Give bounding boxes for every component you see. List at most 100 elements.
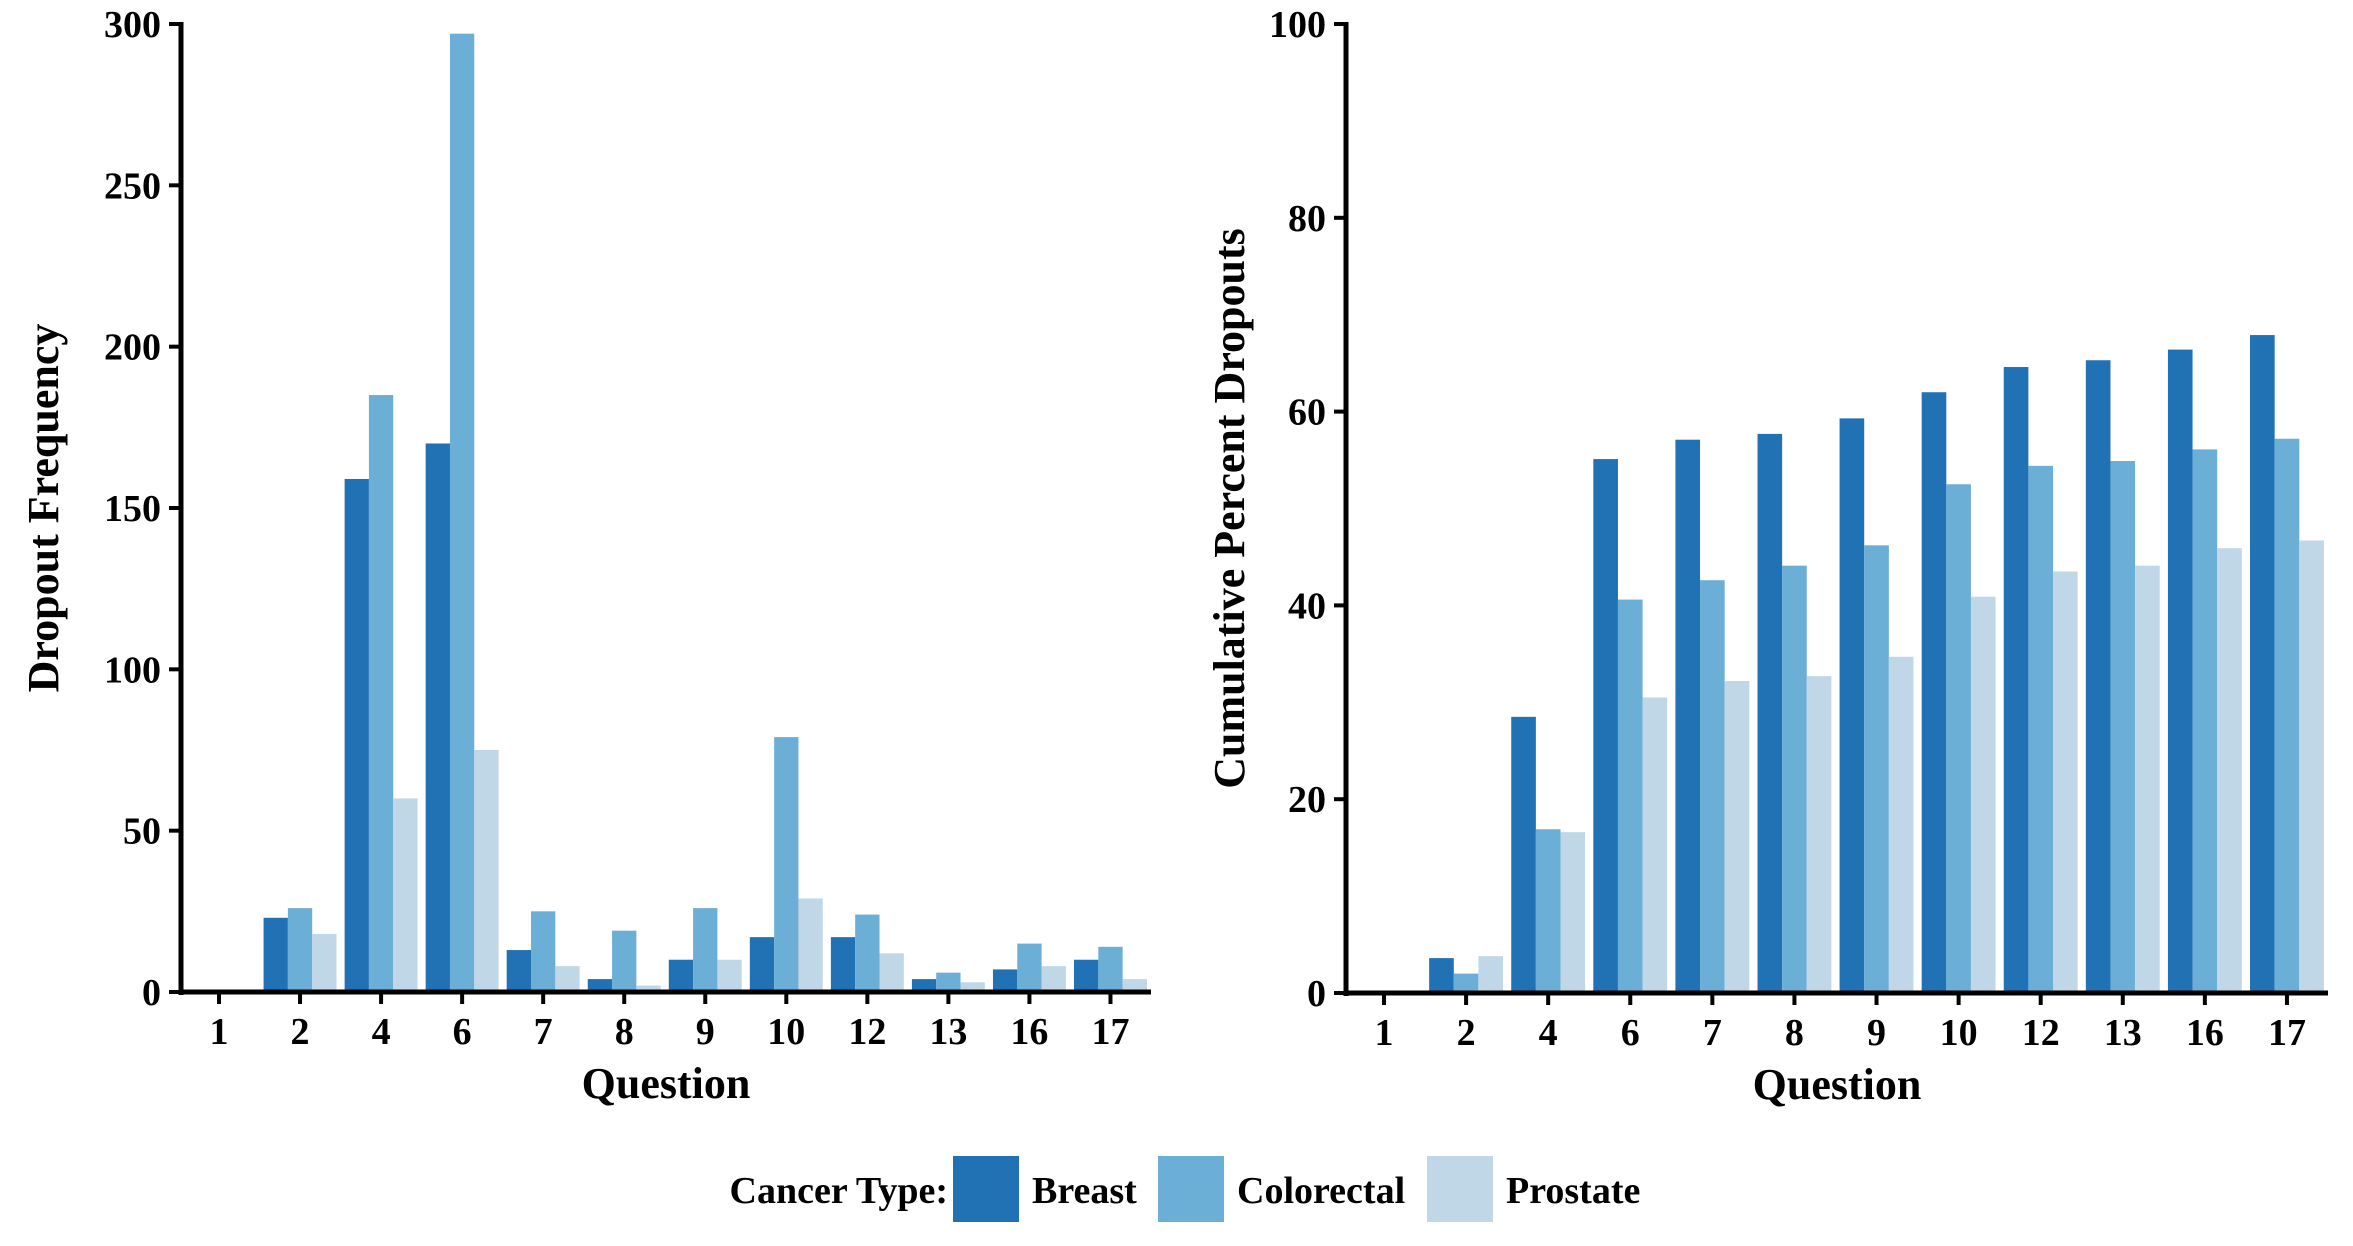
bar-breast-q12 xyxy=(830,937,856,992)
bar-colorectal-q4 xyxy=(1535,829,1561,993)
legend-swatch-breast xyxy=(953,1156,1019,1222)
legend-swatch-colorectal xyxy=(1158,1156,1224,1222)
bar-colorectal-q2 xyxy=(1453,973,1479,993)
bar-breast-q13 xyxy=(2085,360,2111,993)
bar-prostate-q9 xyxy=(717,959,742,992)
bar-prostate-q8 xyxy=(636,985,661,992)
y-tick-label: 40 xyxy=(1288,585,1326,627)
x-tick-label: 6 xyxy=(1621,1012,1640,1054)
legend-label-colorectal: Colorectal xyxy=(1237,1170,1405,1212)
bar-colorectal-q4 xyxy=(368,395,394,992)
y-axis-title: Dropout Frequency xyxy=(19,324,68,693)
bar-colorectal-q7 xyxy=(1700,580,1725,993)
bar-colorectal-q8 xyxy=(612,930,637,992)
y-axis-title: Cumulative Percent Dropouts xyxy=(1205,228,1254,789)
bar-colorectal-q17 xyxy=(2274,438,2300,994)
bar-colorectal-q13 xyxy=(936,972,961,992)
x-tick-label: 4 xyxy=(372,1011,391,1053)
x-tick-label: 17 xyxy=(1091,1011,1129,1053)
x-tick-label: 16 xyxy=(2186,1012,2224,1054)
bar-colorectal-q8 xyxy=(1782,565,1807,993)
x-tick-label: 1 xyxy=(1375,1012,1394,1054)
x-tick-label: 1 xyxy=(210,1011,229,1053)
bar-colorectal-q10 xyxy=(1946,484,1971,993)
bar-breast-q17 xyxy=(1074,959,1099,992)
bar-breast-q6 xyxy=(1593,459,1618,994)
y-tick-label: 20 xyxy=(1288,779,1326,821)
y-tick-label: 150 xyxy=(104,488,161,530)
y-tick-label: 300 xyxy=(104,4,161,46)
bar-breast-q2 xyxy=(1429,958,1454,993)
legend-title: Cancer Type: xyxy=(730,1170,948,1212)
bar-breast-q16 xyxy=(992,969,1018,992)
x-tick-label: 7 xyxy=(1703,1012,1722,1054)
bar-prostate-q10 xyxy=(1970,596,1996,993)
legend-label-breast: Breast xyxy=(1032,1170,1137,1212)
bar-prostate-q4 xyxy=(393,798,418,992)
bar-breast-q10 xyxy=(1921,392,1947,994)
bar-prostate-q2 xyxy=(1478,956,1504,993)
bar-colorectal-q6 xyxy=(1617,599,1643,993)
bar-colorectal-q10 xyxy=(774,737,799,992)
bar-prostate-q10 xyxy=(798,898,823,992)
x-tick-label: 10 xyxy=(767,1011,805,1053)
x-tick-label: 12 xyxy=(848,1011,886,1053)
bar-breast-q16 xyxy=(2167,349,2193,994)
bar-prostate-q16 xyxy=(2217,548,2242,993)
bar-colorectal-q12 xyxy=(2028,465,2054,993)
x-tick-label: 2 xyxy=(291,1011,310,1053)
x-tick-label: 2 xyxy=(1457,1012,1476,1054)
bar-breast-q4 xyxy=(1511,716,1536,993)
bar-prostate-q12 xyxy=(879,953,904,992)
bar-breast-q8 xyxy=(587,979,613,992)
y-tick-label: 100 xyxy=(104,649,161,691)
legend-label-prostate: Prostate xyxy=(1506,1170,1640,1212)
bar-breast-q10 xyxy=(749,937,775,992)
bar-colorectal-q9 xyxy=(693,908,718,992)
y-tick-label: 250 xyxy=(104,165,161,207)
bar-prostate-q9 xyxy=(1888,656,1914,993)
x-tick-label: 8 xyxy=(615,1011,634,1053)
bar-colorectal-q16 xyxy=(1017,943,1042,992)
bar-colorectal-q9 xyxy=(1864,545,1889,993)
bar-breast-q9 xyxy=(1839,418,1865,993)
bars xyxy=(263,33,1147,993)
x-axis-title: Question xyxy=(582,1059,751,1108)
bar-prostate-q16 xyxy=(1041,966,1066,992)
bar-breast-q17 xyxy=(2250,335,2275,993)
bar-breast-q6 xyxy=(425,443,450,993)
x-tick-label: 4 xyxy=(1539,1012,1558,1054)
y-tick-label: 80 xyxy=(1288,198,1326,240)
x-tick-label: 16 xyxy=(1010,1011,1048,1053)
bar-prostate-q17 xyxy=(1122,979,1147,992)
bar-colorectal-q7 xyxy=(531,911,556,992)
bar-prostate-q17 xyxy=(2299,540,2324,993)
bar-breast-q12 xyxy=(2003,367,2029,993)
x-tick-label: 7 xyxy=(534,1011,553,1053)
bar-prostate-q6 xyxy=(474,750,499,992)
x-tick-label: 13 xyxy=(929,1011,967,1053)
x-tick-label: 10 xyxy=(1940,1012,1978,1054)
x-tick-label: 8 xyxy=(1785,1012,1804,1054)
bar-breast-q13 xyxy=(911,979,937,992)
y-tick-label: 60 xyxy=(1288,392,1326,434)
bar-colorectal-q6 xyxy=(449,33,475,993)
bar-colorectal-q16 xyxy=(2192,449,2218,993)
bar-breast-q4 xyxy=(344,478,369,993)
bar-prostate-q12 xyxy=(2053,571,2078,993)
bar-colorectal-q2 xyxy=(287,908,313,992)
bar-colorectal-q12 xyxy=(855,914,880,992)
bar-prostate-q4 xyxy=(1560,832,1586,993)
x-tick-label: 6 xyxy=(453,1011,472,1053)
bars xyxy=(1429,335,2324,994)
x-tick-label: 9 xyxy=(1867,1012,1886,1054)
bar-colorectal-q13 xyxy=(2110,461,2136,993)
y-tick-label: 200 xyxy=(104,327,161,369)
bar-breast-q8 xyxy=(1757,433,1783,993)
y-tick-label: 50 xyxy=(123,811,161,853)
legend: Cancer Type: Breast Colorectal Prostate xyxy=(730,1156,1640,1222)
x-tick-label: 17 xyxy=(2268,1012,2306,1054)
